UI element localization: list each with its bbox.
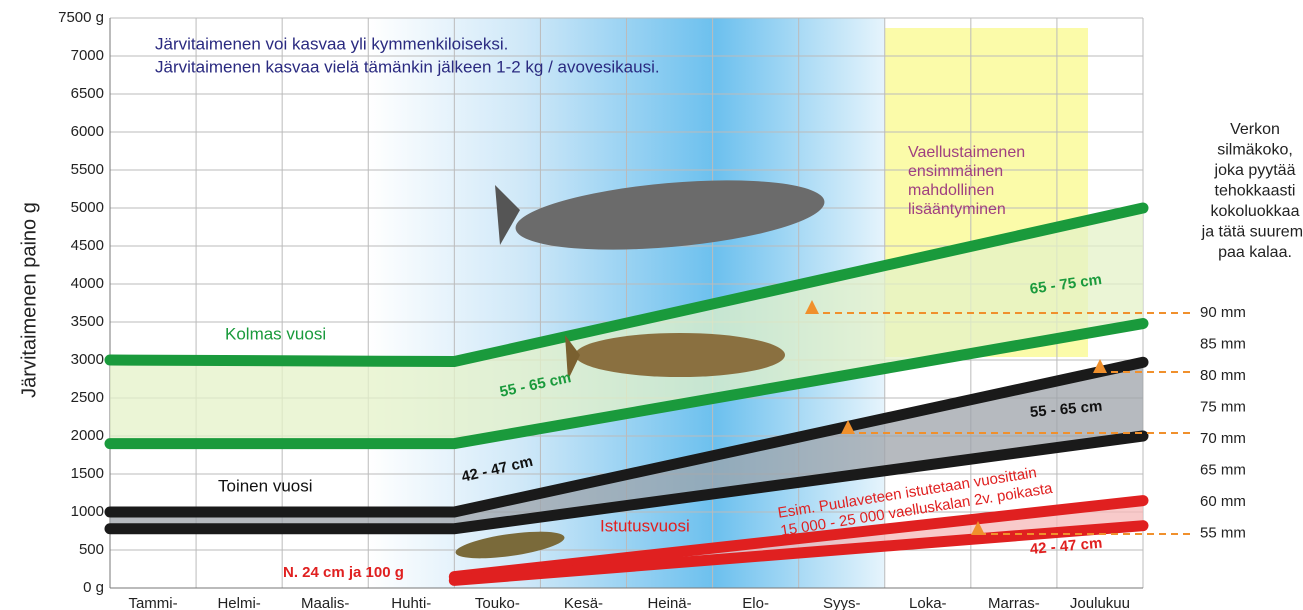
- note: Järvitaimenen kasvaa vielä tämänkin jälk…: [155, 57, 660, 76]
- series-label: Toinen vuosi: [218, 476, 313, 495]
- mesh-title: joka pyytää: [1214, 162, 1296, 179]
- x-tick-label: Marras-: [988, 595, 1040, 610]
- y-tick-label: 6000: [71, 123, 104, 140]
- y-tick-label: 4000: [71, 275, 104, 292]
- size-annotation: N. 24 cm ja 100 g: [283, 564, 404, 581]
- size-annotation: 42 - 47 cm: [1029, 535, 1103, 558]
- mesh-size: 80 mm: [1200, 367, 1246, 384]
- mesh-title: paa kalaa.: [1218, 244, 1292, 261]
- x-tick-label: Loka-: [909, 595, 947, 610]
- growth-line: [104, 356, 1149, 518]
- mesh-arrow: [1093, 359, 1190, 373]
- mesh-size: 85 mm: [1200, 335, 1246, 352]
- growth-line: [104, 202, 1149, 368]
- y-tick-label: 6500: [71, 85, 104, 102]
- note: Järvitaimenen voi kasvaa yli kymmenkiloi…: [155, 34, 508, 53]
- y-tick-label: 7500 g: [58, 9, 104, 26]
- mesh-title: Verkon: [1230, 121, 1280, 138]
- x-tick-label: Huhti-: [391, 595, 431, 610]
- mesh-size: 75 mm: [1200, 398, 1246, 415]
- x-tick-label: Touko-: [475, 595, 520, 610]
- mesh-title: silmäkoko,: [1217, 142, 1293, 159]
- y-tick-label: 5000: [71, 199, 104, 216]
- spawning-note: lisääntyminen: [908, 201, 1006, 218]
- mesh-size: 60 mm: [1200, 493, 1246, 510]
- mesh-title: tehokkaasti: [1215, 183, 1296, 200]
- mesh-arrow: [805, 300, 1190, 314]
- y-tick-label: 0 g: [83, 579, 104, 596]
- growth-line: [448, 495, 1149, 583]
- mesh-title: ja tätä suurem-: [1201, 224, 1303, 241]
- y-tick-label: 7000: [71, 47, 104, 64]
- fish-illustrations: [455, 180, 825, 559]
- growth-line: [104, 430, 1149, 535]
- spawning-note: Vaellustaimenen: [908, 144, 1025, 161]
- x-tick-label: Kesä-: [564, 595, 603, 610]
- x-tick-label: Heinä-: [647, 595, 691, 610]
- y-tick-label: 3500: [71, 313, 104, 330]
- y-tick-label: 3000: [71, 351, 104, 368]
- mesh-title: kokoluokkaa: [1211, 203, 1300, 220]
- mesh-size: 65 mm: [1200, 461, 1246, 478]
- mesh-size: 90 mm: [1200, 304, 1246, 321]
- y-tick-label: 500: [79, 541, 104, 558]
- x-tick-label: Joulukuu: [1070, 595, 1130, 610]
- y-tick-label: 1500: [71, 465, 104, 482]
- mesh-size: 70 mm: [1200, 430, 1246, 447]
- spawning-note: mahdollinen: [908, 182, 994, 199]
- mesh-size: 55 mm: [1200, 524, 1246, 541]
- series-label: Kolmas vuosi: [225, 324, 326, 343]
- mesh-arrow: [841, 420, 1190, 434]
- y-tick-label: 4500: [71, 237, 104, 254]
- x-tick-label: Maalis-: [301, 595, 349, 610]
- x-tick-label: Tammi-: [128, 595, 177, 610]
- x-tick-label: Helmi-: [217, 595, 260, 610]
- spawning-note: ensimmäinen: [908, 163, 1003, 180]
- y-axis-label: Järvitaimenen paino g: [18, 202, 40, 398]
- y-tick-label: 2500: [71, 389, 104, 406]
- x-tick-label: Elo-: [742, 595, 769, 610]
- y-tick-label: 2000: [71, 427, 104, 444]
- y-tick-label: 5500: [71, 161, 104, 178]
- x-tick-label: Syys-: [823, 595, 861, 610]
- y-tick-label: 1000: [71, 503, 104, 520]
- series-label: Istutusvuosi: [600, 516, 690, 535]
- mesh-arrow: [971, 521, 1190, 535]
- size-annotation: 55 - 65 cm: [1029, 398, 1103, 421]
- growth-line: [104, 318, 1149, 450]
